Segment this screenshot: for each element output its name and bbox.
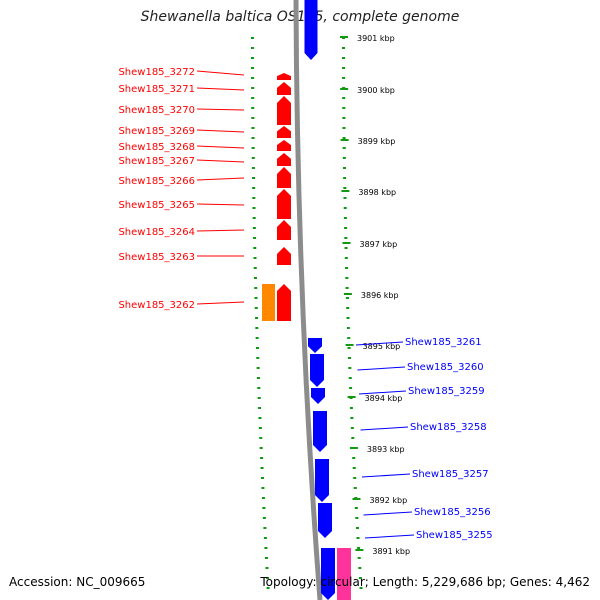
gene-label[interactable]: Shew185_3267 xyxy=(118,156,195,167)
gene-leader-line xyxy=(196,129,245,133)
reverse-gene-arrow[interactable] xyxy=(311,388,325,404)
gene-leader-line xyxy=(361,473,411,478)
reverse-gene-arrow[interactable] xyxy=(321,548,335,600)
forward-gene-arrow[interactable] xyxy=(277,126,291,138)
reverse-gene-arrow[interactable] xyxy=(308,338,322,353)
gene-label[interactable]: Shew185_3255 xyxy=(416,530,493,541)
forward-gene-arrow[interactable] xyxy=(277,284,291,321)
gene-leader-line xyxy=(196,229,245,232)
kbp-tick-label: 3899 kbp xyxy=(358,137,396,146)
gene-label[interactable]: Shew185_3270 xyxy=(118,105,195,116)
gene-leader-line xyxy=(196,145,245,149)
gene-leader-line xyxy=(196,159,245,163)
gene-leader-line xyxy=(357,366,406,371)
gene-label[interactable]: Shew185_3272 xyxy=(118,67,195,78)
kbp-tick-label: 3893 kbp xyxy=(367,445,405,454)
forward-gene-arrow[interactable] xyxy=(277,73,291,80)
gene-leader-line xyxy=(358,390,407,395)
gene-leader-line xyxy=(196,177,245,181)
feature-block[interactable] xyxy=(262,284,275,321)
gene-leader-line xyxy=(360,426,409,431)
labels-layer: Shew185_3272 Shew185_3271 Shew185_3270 Shew… xyxy=(118,67,492,541)
kbp-tick-label: 3896 kbp xyxy=(361,291,399,300)
gene-leader-line xyxy=(196,301,245,305)
gene-label[interactable]: Shew185_3259 xyxy=(408,386,485,397)
gene-leader-line xyxy=(363,511,413,516)
kbp-tick-label: 3892 kbp xyxy=(369,496,407,505)
gene-leader-line xyxy=(196,203,245,206)
reverse-gene-arrow[interactable] xyxy=(313,411,327,452)
kbp-tick-label: 3895 kbp xyxy=(363,342,401,351)
gene-label[interactable]: Shew185_3257 xyxy=(412,469,489,480)
kbp-tick-label: 3894 kbp xyxy=(365,394,403,403)
kbp-tick-label: 3891 kbp xyxy=(372,547,410,556)
gene-label[interactable]: Shew185_3258 xyxy=(410,422,487,433)
reverse-gene-arrow[interactable] xyxy=(310,354,324,387)
gene-label[interactable]: Shew185_3261 xyxy=(405,337,482,348)
gene-leader-line xyxy=(196,108,245,111)
gene-label[interactable]: Shew185_3265 xyxy=(118,200,195,211)
inner-ruler xyxy=(251,37,270,589)
reverse-gene-arrow[interactable] xyxy=(315,459,329,502)
kbp-tick-label: 3898 kbp xyxy=(358,188,396,197)
forward-gene-arrow[interactable] xyxy=(277,96,291,125)
forward-gene-arrow[interactable] xyxy=(277,153,291,166)
feature-block[interactable] xyxy=(337,548,351,600)
backbone-layer xyxy=(293,0,323,600)
map-title: Shewanella baltica OS185, complete genom… xyxy=(140,9,460,25)
gene-leader-line xyxy=(196,87,245,91)
gene-label[interactable]: Shew185_3262 xyxy=(118,300,195,311)
forward-gene-arrow[interactable] xyxy=(277,220,291,240)
forward-gene-arrow[interactable] xyxy=(277,140,291,151)
features-layer xyxy=(262,0,351,600)
gene-leader-line xyxy=(364,534,415,539)
gene-label[interactable]: Shew185_3268 xyxy=(118,142,195,153)
gene-label[interactable]: Shew185_3260 xyxy=(407,362,484,373)
genome-backbone xyxy=(293,0,323,600)
gene-label[interactable]: Shew185_3256 xyxy=(414,507,491,518)
reverse-gene-arrow[interactable] xyxy=(304,0,318,60)
forward-gene-arrow[interactable] xyxy=(277,247,291,265)
gene-label[interactable]: Shew185_3264 xyxy=(118,227,195,238)
kbp-tick-label: 3901 kbp xyxy=(357,34,395,43)
tick-layer: 3901 kbp 3900 kbp 3899 kbp 3898 kbp 3897 kbp… xyxy=(251,34,410,589)
outer-ruler xyxy=(342,37,363,589)
gene-label[interactable]: Shew185_3271 xyxy=(118,84,195,95)
kbp-tick-label: 3900 kbp xyxy=(357,86,395,95)
gene-leader-line xyxy=(355,341,404,346)
topology-text: Topology: circular; Length: 5,229,686 bp… xyxy=(260,575,590,589)
gene-label[interactable]: Shew185_3263 xyxy=(118,252,195,263)
forward-gene-arrow[interactable] xyxy=(277,189,291,219)
gene-label[interactable]: Shew185_3266 xyxy=(118,176,195,187)
forward-gene-arrow[interactable] xyxy=(277,167,291,188)
accession-text: Accession: NC_009665 xyxy=(9,575,146,589)
kbp-tick-label: 3897 kbp xyxy=(360,240,398,249)
gene-label[interactable]: Shew185_3269 xyxy=(118,126,195,137)
gene-leader-line xyxy=(196,70,245,76)
reverse-gene-arrow[interactable] xyxy=(318,503,332,538)
forward-gene-arrow[interactable] xyxy=(277,82,291,95)
